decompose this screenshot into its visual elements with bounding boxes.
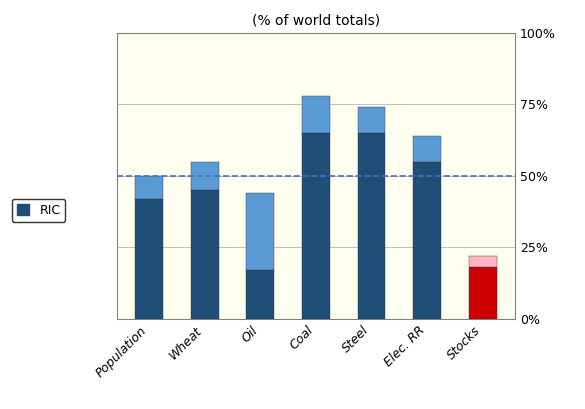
Bar <box>469 267 497 319</box>
Bar <box>357 133 386 319</box>
Bar <box>413 162 441 319</box>
Bar <box>191 162 219 190</box>
Bar <box>246 270 274 319</box>
Bar <box>302 96 330 133</box>
Bar <box>246 193 274 270</box>
Bar <box>302 133 330 319</box>
Bar <box>135 176 163 199</box>
Bar <box>191 190 219 319</box>
Bar <box>135 199 163 319</box>
Bar <box>357 107 386 133</box>
Legend: RIC: RIC <box>12 199 66 222</box>
Bar <box>413 136 441 162</box>
Title: (% of world totals): (% of world totals) <box>252 13 380 27</box>
Bar <box>469 256 497 267</box>
